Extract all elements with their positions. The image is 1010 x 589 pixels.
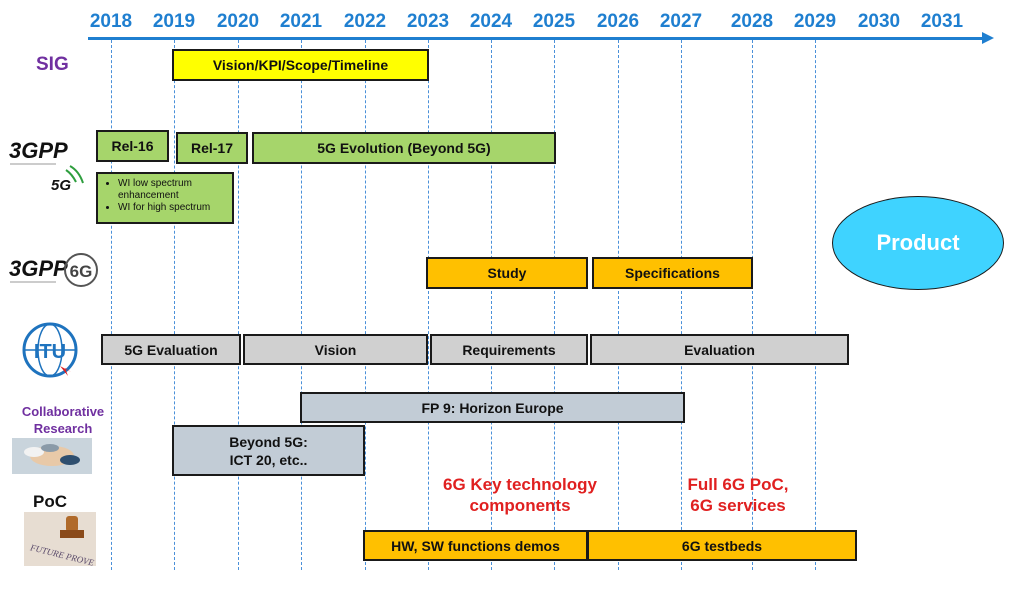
- work-item: WI low spectrum enhancement: [118, 178, 228, 202]
- threegpp-5g-logo-icon: 3GPP 5G: [9, 138, 84, 194]
- gridline: [174, 40, 175, 570]
- year-label: 2020: [216, 11, 260, 32]
- note-line: components: [469, 496, 571, 515]
- year-label: 2021: [279, 11, 323, 32]
- timeline-axis: [88, 37, 984, 40]
- year-label: 2026: [596, 11, 640, 32]
- stamp-image: FUTURE PROVE: [24, 512, 96, 571]
- bar-5g-evolution: 5G Evolution (Beyond 5G): [252, 132, 556, 164]
- gridline: [618, 40, 619, 570]
- year-label: 2029: [793, 11, 837, 32]
- bar-requirements: Requirements: [430, 334, 588, 365]
- year-label: 2019: [152, 11, 196, 32]
- bar-evaluation: Evaluation: [590, 334, 849, 365]
- bar-specifications: Specifications: [592, 257, 753, 289]
- bar-fp9-horizon-europe: FP 9: Horizon Europe: [300, 392, 685, 423]
- gridline: [815, 40, 816, 570]
- gridline: [365, 40, 366, 570]
- row-label-sig: SIG: [36, 54, 69, 75]
- year-label: 2025: [532, 11, 576, 32]
- bar-text-line: ICT 20, etc..: [229, 451, 308, 468]
- gridline: [681, 40, 682, 570]
- bar-vision: Vision: [243, 334, 428, 365]
- note-full-6g-poc: Full 6G PoC, 6G services: [660, 474, 816, 516]
- stamp-icon: FUTURE PROVE: [24, 512, 96, 568]
- gridline: [491, 40, 492, 570]
- note-line: 6G Key technology: [443, 475, 597, 494]
- collab-label-line: Research: [33, 421, 93, 436]
- threegpp-logo-6g: 3GPP 6G: [8, 252, 104, 295]
- logo-text: ITU: [34, 341, 66, 363]
- itu-logo-icon: ITU: [22, 322, 78, 378]
- logo-text: 3GPP: [9, 256, 68, 281]
- bar-text-line: Beyond 5G:: [229, 433, 308, 450]
- year-label: 2022: [343, 11, 387, 32]
- year-label: 2018: [89, 11, 133, 32]
- itu-logo: ITU: [20, 320, 80, 385]
- bar-5g-evaluation: 5G Evaluation: [101, 334, 241, 365]
- note-6g-key-technology: 6G Key technology components: [432, 474, 608, 516]
- year-label: 2030: [857, 11, 901, 32]
- bar-beyond-5g-ict20: Beyond 5G: ICT 20, etc..: [172, 425, 365, 476]
- bar-rel-16: Rel-16: [96, 130, 169, 162]
- note-line: 6G services: [690, 496, 786, 515]
- year-label: 2024: [469, 11, 513, 32]
- bar-vision-kpi-scope-timeline: Vision/KPI/Scope/Timeline: [172, 49, 429, 81]
- bar-hw-sw-demos: HW, SW functions demos: [363, 530, 588, 561]
- row-label-poc: PoC: [33, 492, 67, 511]
- gridline: [238, 40, 239, 570]
- year-label: 2023: [406, 11, 450, 32]
- gridline: [428, 40, 429, 570]
- bar-study: Study: [426, 257, 588, 289]
- threegpp-6g-logo-icon: 3GPP 6G: [9, 253, 98, 287]
- year-label: 2027: [659, 11, 703, 32]
- note-line: Full 6G PoC,: [687, 475, 789, 494]
- gridline: [752, 40, 753, 570]
- handshake-photo: [12, 438, 92, 479]
- threegpp-logo-5g: 3GPP 5G: [8, 134, 88, 201]
- gridline: [111, 40, 112, 570]
- gridline: [554, 40, 555, 570]
- gridline: [301, 40, 302, 570]
- logo-text: 5G: [51, 177, 71, 194]
- row-label-collaborative-research: Collaborative Research: [18, 403, 108, 437]
- timeline-arrow-icon: [982, 32, 994, 44]
- bar-6g-testbeds: 6G testbeds: [587, 530, 857, 561]
- work-item-list: WI low spectrum enhancement WI for high …: [96, 172, 234, 224]
- collab-label-line: Collaborative: [21, 404, 105, 419]
- year-label: 2028: [730, 11, 774, 32]
- logo-text: 6G: [70, 262, 93, 281]
- product-ellipse: Product: [832, 196, 1004, 290]
- bar-rel-17: Rel-17: [176, 132, 248, 164]
- logo-text: 3GPP: [9, 138, 68, 163]
- year-label: 2031: [920, 11, 964, 32]
- handshake-photo-icon: [12, 438, 92, 474]
- work-item: WI for high spectrum: [118, 202, 228, 214]
